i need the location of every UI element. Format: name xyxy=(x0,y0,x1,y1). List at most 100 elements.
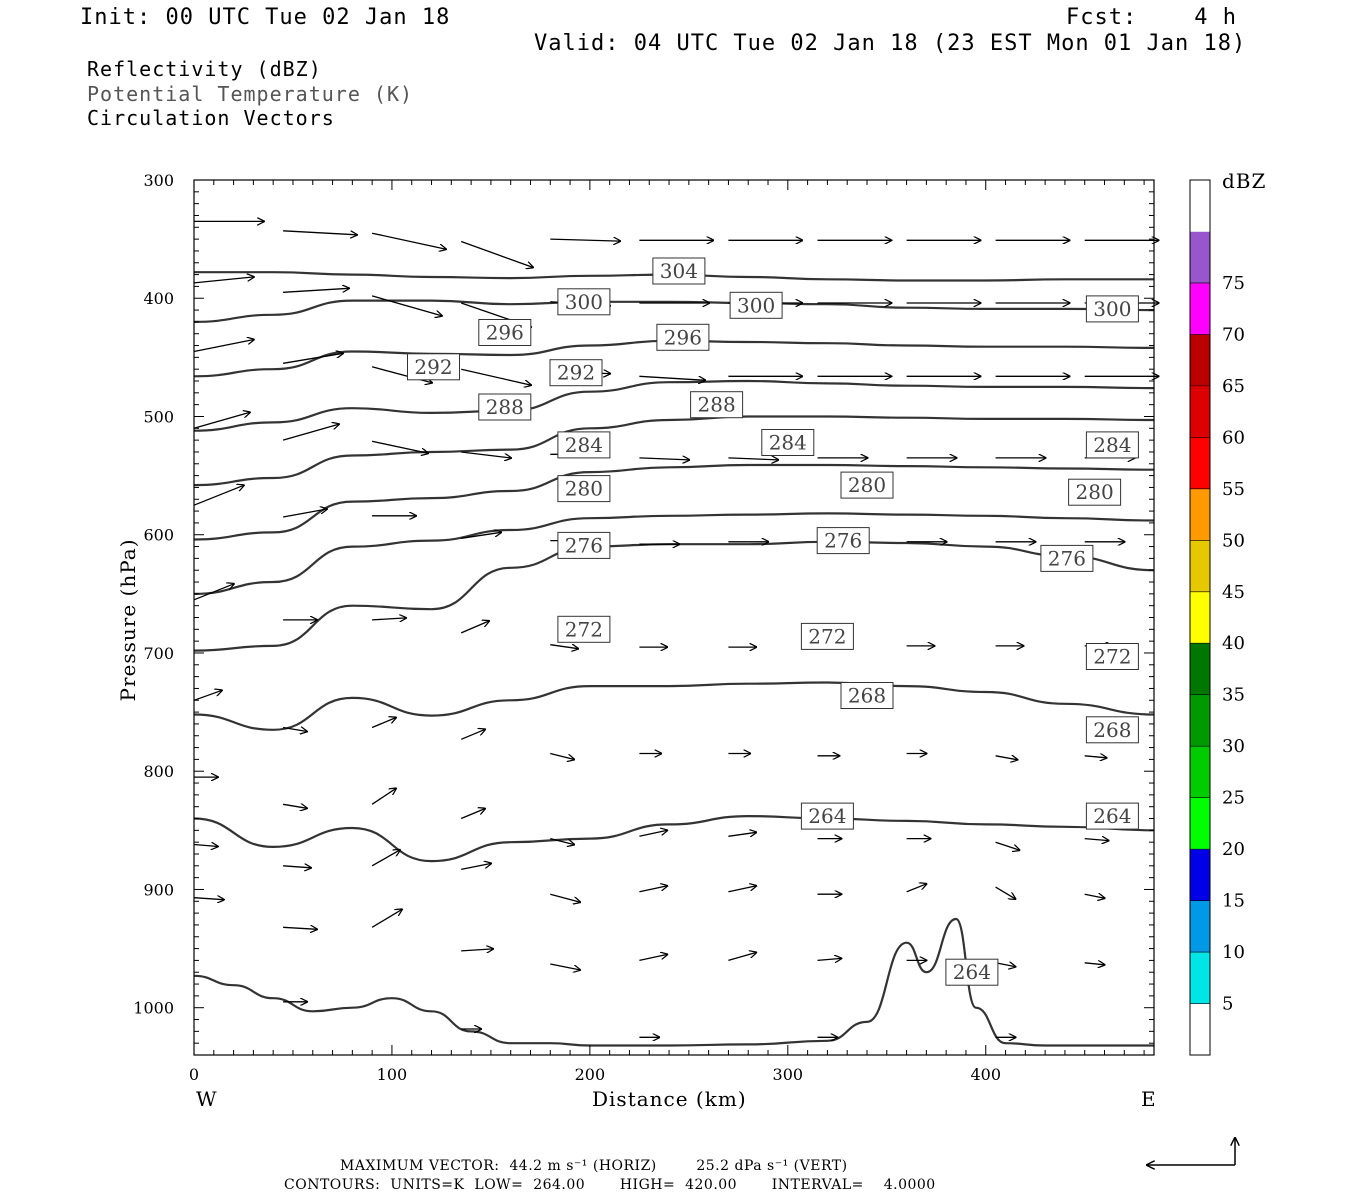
circulation-vector xyxy=(371,909,402,928)
contour-label: 276 xyxy=(816,527,870,555)
circulation-vector xyxy=(639,954,667,962)
svg-text:276: 276 xyxy=(565,533,603,557)
circulation-vector xyxy=(282,509,327,518)
contour-label: 288 xyxy=(478,393,532,421)
svg-text:280: 280 xyxy=(1076,480,1114,504)
x-tick-label: 300 xyxy=(773,1065,804,1084)
svg-text:284: 284 xyxy=(769,431,807,455)
circulation-vector xyxy=(461,532,501,539)
y-tick-label: 600 xyxy=(143,526,174,545)
svg-text:288: 288 xyxy=(486,395,524,419)
svg-text:280: 280 xyxy=(565,477,603,501)
contour-label: 272 xyxy=(557,615,611,643)
y-tick-label: 1000 xyxy=(133,999,174,1018)
colorbar-title: dBZ xyxy=(1222,169,1267,193)
circulation-vector xyxy=(282,804,307,808)
colorbar-tick-label: 45 xyxy=(1222,582,1245,603)
axis-ticks: 0 100 200 300 400 300 400 500 600 700 800 900 1000 xyxy=(133,171,1154,1084)
circulation-vector xyxy=(283,288,349,293)
potential-temperature-contours xyxy=(193,271,1155,1047)
circulation-vector xyxy=(728,832,756,836)
contour-label: 280 xyxy=(557,475,611,503)
contour-label: 296 xyxy=(478,319,532,346)
svg-text:284: 284 xyxy=(1093,433,1131,457)
colorbar-tick-label: 50 xyxy=(1222,530,1245,551)
contour-label: 296 xyxy=(656,323,710,351)
colorbar-tick-label: 10 xyxy=(1222,942,1245,963)
colorbar-swatch xyxy=(1190,180,1210,232)
circulation-vector xyxy=(728,886,756,893)
circulation-vector xyxy=(371,232,446,249)
svg-text:264: 264 xyxy=(953,960,991,984)
contour-line-272-8 xyxy=(193,681,1155,731)
svg-text:264: 264 xyxy=(808,804,846,828)
contour-labels: 304 300 300 300 296 296 292 292 288 288 284 284 284 2… xyxy=(407,257,1139,986)
contour-line-264-10 xyxy=(193,917,1154,1047)
y-axis-label: Pressure (hPa) xyxy=(116,538,140,702)
svg-text:300: 300 xyxy=(737,293,775,317)
circulation-vector xyxy=(372,618,406,620)
colorbar-tick-label: 15 xyxy=(1222,891,1245,912)
init-time: Init: 00 UTC Tue 02 Jan 18 xyxy=(80,5,451,30)
colorbar-tick-label: 25 xyxy=(1222,788,1245,809)
svg-text:304: 304 xyxy=(660,259,698,283)
circulation-vector xyxy=(728,458,778,460)
contour-label: 272 xyxy=(800,622,854,650)
svg-text:280: 280 xyxy=(848,473,886,497)
circulation-vector xyxy=(193,584,234,601)
contour-label: 268 xyxy=(840,682,894,709)
contour-label: 284 xyxy=(1085,431,1139,459)
circulation-vector xyxy=(906,884,927,893)
circulation-vector xyxy=(461,863,491,871)
svg-text:268: 268 xyxy=(848,684,886,708)
circulation-vector xyxy=(639,886,667,893)
colorbar-tick-label: 65 xyxy=(1222,376,1245,397)
colorbar-swatch xyxy=(1190,385,1210,438)
colorbar-swatch xyxy=(1190,282,1210,335)
field-potential-temperature: Potential Temperature (K) xyxy=(87,82,414,106)
circulation-vector xyxy=(193,845,218,847)
contour-label: 264 xyxy=(945,958,999,986)
contour-label: 300 xyxy=(1085,295,1139,323)
svg-text:296: 296 xyxy=(664,325,702,349)
colorbar-tick-label: 20 xyxy=(1222,839,1245,860)
circulation-vector xyxy=(371,440,428,453)
field-reflectivity: Reflectivity (dBZ) xyxy=(87,57,322,81)
circulation-vector xyxy=(460,809,485,820)
contour-label: 300 xyxy=(729,291,783,319)
circulation-vector xyxy=(193,277,254,284)
circulation-vector xyxy=(1084,756,1107,758)
contour-line-292-3 xyxy=(193,379,1155,432)
colorbar-tick-label: 70 xyxy=(1222,324,1245,345)
circulation-vector xyxy=(550,752,574,760)
contour-label: 284 xyxy=(557,431,611,459)
contour-label: 292 xyxy=(407,353,460,381)
circulation-vector xyxy=(193,898,224,900)
circulation-vector xyxy=(371,788,396,805)
circulation-vector xyxy=(460,621,489,634)
svg-text:284: 284 xyxy=(565,433,603,457)
contours-note: CONTOURS: UNITS=K LOW= 264.00 HIGH= 420.… xyxy=(284,1177,936,1193)
contour-line-288-4 xyxy=(193,415,1155,487)
reference-vector-icon xyxy=(1147,1138,1235,1165)
contour-label: 288 xyxy=(690,391,744,419)
svg-text:268: 268 xyxy=(1093,718,1131,742)
circulation-vector xyxy=(728,952,756,962)
colorbar-swatch xyxy=(1190,1003,1210,1056)
valid-time: Valid: 04 UTC Tue 02 Jan 18 (23 EST Mon … xyxy=(534,31,1247,56)
circulation-vector xyxy=(550,239,620,241)
contour-line-280-6 xyxy=(193,512,1155,595)
contour-label: 300 xyxy=(557,288,611,316)
contour-label: 292 xyxy=(549,359,603,387)
contour-label: 280 xyxy=(1068,478,1122,506)
circulation-vector xyxy=(461,368,531,385)
x-tick-label: 400 xyxy=(970,1065,1001,1084)
circulation-vector xyxy=(461,451,511,458)
circulation-vector xyxy=(639,375,705,380)
svg-text:272: 272 xyxy=(1093,645,1131,669)
colorbar-swatch xyxy=(1190,231,1210,284)
circulation-vector xyxy=(460,729,485,740)
circulation-vector xyxy=(550,893,580,902)
circulation-vector xyxy=(995,886,1016,899)
svg-text:300: 300 xyxy=(565,290,603,314)
